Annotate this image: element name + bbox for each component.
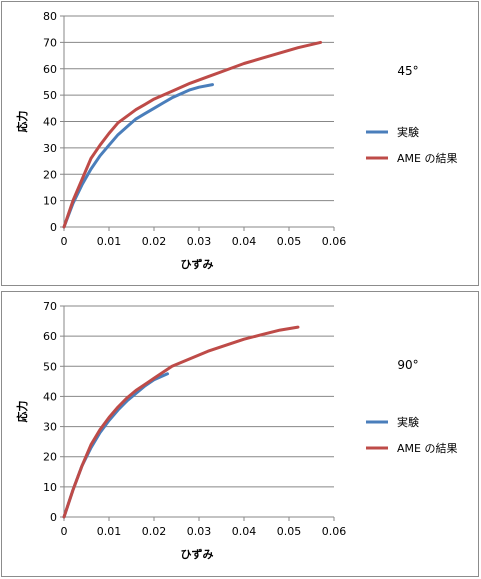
chart-panel-45: 0 10 20 30 40 50 60 70 80 0 0.01 0.02 0.03 0.04 0.05 0.… <box>1 1 479 286</box>
y-tick-label: 10 <box>43 195 57 208</box>
series-line-ame-result <box>62 325 300 519</box>
x-tick-label: 0.04 <box>232 525 257 538</box>
y-tick-label: 70 <box>43 300 57 313</box>
y-tick-label: 30 <box>43 421 57 434</box>
y-tick-label: 0 <box>50 511 57 524</box>
y-tick-label: 30 <box>43 142 57 155</box>
x-tick-label: 0.06 <box>322 235 347 248</box>
x-tick-label: 0.05 <box>277 525 302 538</box>
x-tick-label: 0.03 <box>187 525 212 538</box>
y-tick-label: 20 <box>43 451 57 464</box>
series-line-experiment <box>62 83 214 229</box>
series-line-experiment <box>62 372 169 519</box>
chart-90-svg: 0 10 20 30 40 50 60 70 0 0.01 0.02 0.03 0.04 0.05 0.06… <box>15 300 457 561</box>
x-tick-label: 0.06 <box>322 525 347 538</box>
x-axis-title: ひずみ <box>181 257 214 271</box>
legend-label: AME の結果 <box>397 151 457 165</box>
legend-label: 実験 <box>397 415 419 429</box>
y-tick-label: 50 <box>43 89 57 102</box>
x-tick-label: 0.03 <box>187 235 212 248</box>
y-axis-title: 応力 <box>15 401 29 423</box>
y-tick-label: 0 <box>50 221 57 234</box>
x-tick-label: 0 <box>61 525 68 538</box>
y-tick-label: 50 <box>43 360 57 373</box>
y-tick-label: 10 <box>43 481 57 494</box>
y-tick-label: 60 <box>43 330 57 343</box>
chart-panel-90: 0 10 20 30 40 50 60 70 0 0.01 0.02 0.03 0.04 0.05 0.06… <box>1 291 479 577</box>
chart-45-svg: 0 10 20 30 40 50 60 70 80 0 0.01 0.02 0.03 0.04 0.05 0.… <box>15 10 457 271</box>
legend-label: AME の結果 <box>397 441 457 455</box>
x-tick-label: 0.04 <box>232 235 257 248</box>
y-tick-label: 60 <box>43 63 57 76</box>
x-tick-label: 0.05 <box>277 235 302 248</box>
x-tick-label: 0.01 <box>97 525 122 538</box>
y-tick-label: 20 <box>43 168 57 181</box>
legend-label: 実験 <box>397 125 419 139</box>
angle-label: 45° <box>397 64 418 78</box>
x-axis-title: ひずみ <box>181 547 214 561</box>
x-tick-label: 0 <box>61 235 68 248</box>
y-tick-label: 80 <box>43 10 57 23</box>
y-tick-label: 70 <box>43 36 57 49</box>
angle-label: 90° <box>397 358 418 372</box>
x-tick-label: 0.02 <box>142 525 167 538</box>
y-axis-title: 応力 <box>15 111 29 133</box>
x-tick-label: 0.02 <box>142 235 167 248</box>
x-tick-label: 0.01 <box>97 235 122 248</box>
y-tick-label: 40 <box>43 390 57 403</box>
series-line-ame-result <box>62 40 322 229</box>
y-tick-label: 40 <box>43 116 57 129</box>
